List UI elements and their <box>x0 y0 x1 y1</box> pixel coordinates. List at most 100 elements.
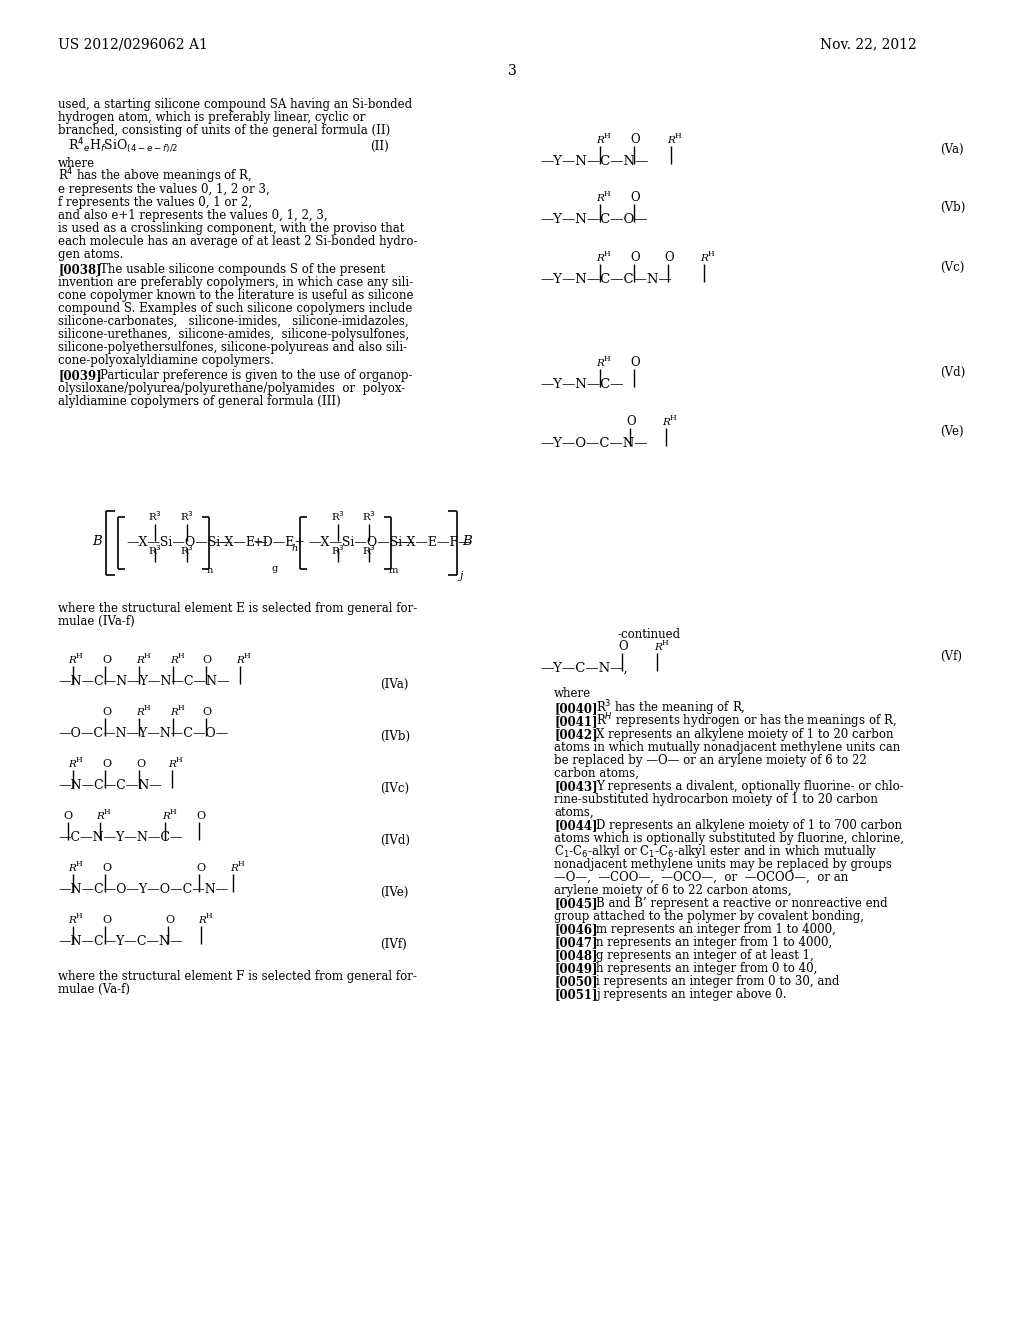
Text: +D—E+: +D—E+ <box>253 536 306 549</box>
Text: O: O <box>63 810 72 821</box>
Text: R$^3$ has the meaning of R,: R$^3$ has the meaning of R, <box>596 698 745 718</box>
Text: silicone-urethanes,  silicone-amides,  silicone-polysulfones,: silicone-urethanes, silicone-amides, sil… <box>58 327 410 341</box>
Text: —Y—N—C—O—: —Y—N—C—O— <box>540 213 647 226</box>
Text: [0038]: [0038] <box>58 263 101 276</box>
Text: R$^4$ has the above meanings of R,: R$^4$ has the above meanings of R, <box>58 166 253 186</box>
Text: (II): (II) <box>370 140 389 153</box>
Text: O: O <box>102 863 112 873</box>
Text: H: H <box>604 355 610 363</box>
Text: R: R <box>596 194 604 203</box>
Text: —X—E—F—: —X—E—F— <box>394 536 471 549</box>
Text: where the structural element F is selected from general for-: where the structural element F is select… <box>58 970 417 983</box>
Text: R: R <box>170 656 178 665</box>
Text: alyldiamine copolymers of general formula (III): alyldiamine copolymers of general formul… <box>58 395 341 408</box>
Text: R: R <box>700 253 708 263</box>
Text: [0050]: [0050] <box>554 975 597 987</box>
Text: H: H <box>670 414 677 422</box>
Text: R$^3$: R$^3$ <box>180 544 194 557</box>
Text: O: O <box>630 356 640 370</box>
Text: R: R <box>68 916 76 925</box>
Text: —C—N—Y—N—C—: —C—N—Y—N—C— <box>58 832 182 843</box>
Text: Particular preference is given to the use of organop-: Particular preference is given to the us… <box>100 370 413 381</box>
Text: R: R <box>136 656 144 665</box>
Text: O: O <box>165 915 174 925</box>
Text: silicone-carbonates,   silicone-imides,   silicone-imidazoles,: silicone-carbonates, silicone-imides, si… <box>58 315 409 327</box>
Text: (Vc): (Vc) <box>940 261 965 275</box>
Text: nonadjacent methylene units may be replaced by groups: nonadjacent methylene units may be repla… <box>554 858 892 871</box>
Text: —N—C—N—Y—N—C—N—: —N—C—N—Y—N—C—N— <box>58 675 229 688</box>
Text: where: where <box>554 686 591 700</box>
Text: R: R <box>68 656 76 665</box>
Text: (Vb): (Vb) <box>940 201 966 214</box>
Text: O: O <box>136 759 145 770</box>
Text: [0039]: [0039] <box>58 370 101 381</box>
Text: be replaced by —O— or an arylene moiety of 6 to 22: be replaced by —O— or an arylene moiety … <box>554 754 866 767</box>
Text: (Vf): (Vf) <box>940 649 962 663</box>
Text: H: H <box>170 808 176 816</box>
Text: R: R <box>198 916 206 925</box>
Text: [0045]: [0045] <box>554 898 597 909</box>
Text: invention are preferably copolymers, in which case any sili-: invention are preferably copolymers, in … <box>58 276 413 289</box>
Text: R$^4$$_e$H$_f$SiO$_{(4-e-f)/2}$: R$^4$$_e$H$_f$SiO$_{(4-e-f)/2}$ <box>68 136 178 156</box>
Text: [0047]: [0047] <box>554 936 597 949</box>
Text: arylene moiety of 6 to 22 carbon atoms,: arylene moiety of 6 to 22 carbon atoms, <box>554 884 792 898</box>
Text: The usable silicone compounds S of the present: The usable silicone compounds S of the p… <box>100 263 385 276</box>
Text: n: n <box>207 566 213 576</box>
Text: —O—,  —COO—,  —OCO—,  or  —OCOO—,  or an: —O—, —COO—, —OCO—, or —OCOO—, or an <box>554 871 848 884</box>
Text: R$^3$: R$^3$ <box>331 544 345 557</box>
Text: R: R <box>230 865 238 873</box>
Text: —X—Si—O—Si—: —X—Si—O—Si— <box>308 536 415 549</box>
Text: —O—C—N—Y—N—C—O—: —O—C—N—Y—N—C—O— <box>58 727 228 741</box>
Text: H: H <box>244 652 251 660</box>
Text: O: O <box>630 133 640 147</box>
Text: —X—E—: —X—E— <box>212 536 267 549</box>
Text: (IVc): (IVc) <box>380 781 410 795</box>
Text: e represents the values 0, 1, 2 or 3,: e represents the values 0, 1, 2 or 3, <box>58 183 269 195</box>
Text: n represents an integer from 1 to 4000,: n represents an integer from 1 to 4000, <box>596 936 833 949</box>
Text: where the structural element E is selected from general for-: where the structural element E is select… <box>58 602 417 615</box>
Text: H: H <box>76 912 83 920</box>
Text: atoms which is optionally substituted by fluorine, chlorine,: atoms which is optionally substituted by… <box>554 832 904 845</box>
Text: (Ve): (Ve) <box>940 425 964 438</box>
Text: H: H <box>176 756 182 764</box>
Text: R: R <box>68 760 76 770</box>
Text: rine-substituted hydrocarbon moiety of 1 to 20 carbon: rine-substituted hydrocarbon moiety of 1… <box>554 793 878 807</box>
Text: —Y—C—N—,: —Y—C—N—, <box>540 663 628 675</box>
Text: R: R <box>136 708 144 717</box>
Text: —X—Si—O—Si—: —X—Si—O—Si— <box>126 536 232 549</box>
Text: R: R <box>170 708 178 717</box>
Text: X represents an alkylene moiety of 1 to 20 carbon: X represents an alkylene moiety of 1 to … <box>596 729 894 741</box>
Text: atoms in which mutually nonadjacent methylene units can: atoms in which mutually nonadjacent meth… <box>554 741 900 754</box>
Text: [0041]: [0041] <box>554 715 597 729</box>
Text: branched, consisting of units of the general formula (II): branched, consisting of units of the gen… <box>58 124 390 137</box>
Text: O: O <box>202 708 211 717</box>
Text: H: H <box>604 249 610 257</box>
Text: O: O <box>626 414 636 428</box>
Text: R: R <box>96 812 103 821</box>
Text: H: H <box>178 704 184 711</box>
Text: m: m <box>389 566 398 576</box>
Text: i represents an integer from 0 to 30, and: i represents an integer from 0 to 30, an… <box>596 975 840 987</box>
Text: j represents an integer above 0.: j represents an integer above 0. <box>596 987 786 1001</box>
Text: D represents an alkylene moiety of 1 to 700 carbon: D represents an alkylene moiety of 1 to … <box>596 818 902 832</box>
Text: (IVe): (IVe) <box>380 886 409 899</box>
Text: C$_1$-C$_6$-alkyl or C$_1$-C$_6$-alkyl ester and in which mutually: C$_1$-C$_6$-alkyl or C$_1$-C$_6$-alkyl e… <box>554 843 878 861</box>
Text: mulae (Va-f): mulae (Va-f) <box>58 983 130 997</box>
Text: B: B <box>92 535 101 548</box>
Text: olysiloxane/polyurea/polyurethane/polyamides  or  polyox-: olysiloxane/polyurea/polyurethane/polyam… <box>58 381 406 395</box>
Text: H: H <box>662 639 669 647</box>
Text: mulae (IVa-f): mulae (IVa-f) <box>58 615 135 628</box>
Text: R: R <box>68 865 76 873</box>
Text: [0040]: [0040] <box>554 702 597 715</box>
Text: —Y—O—C—N—: —Y—O—C—N— <box>540 437 647 450</box>
Text: -continued: -continued <box>618 628 681 642</box>
Text: (IVa): (IVa) <box>380 678 409 690</box>
Text: (IVf): (IVf) <box>380 939 407 950</box>
Text: —N—C—Y—C—N—: —N—C—Y—C—N— <box>58 935 182 948</box>
Text: —Y—N—C—C—N—: —Y—N—C—C—N— <box>540 273 672 286</box>
Text: O: O <box>630 251 640 264</box>
Text: O: O <box>196 863 205 873</box>
Text: R$^3$: R$^3$ <box>362 510 376 523</box>
Text: H: H <box>144 704 151 711</box>
Text: compound S. Examples of such silicone copolymers include: compound S. Examples of such silicone co… <box>58 302 413 315</box>
